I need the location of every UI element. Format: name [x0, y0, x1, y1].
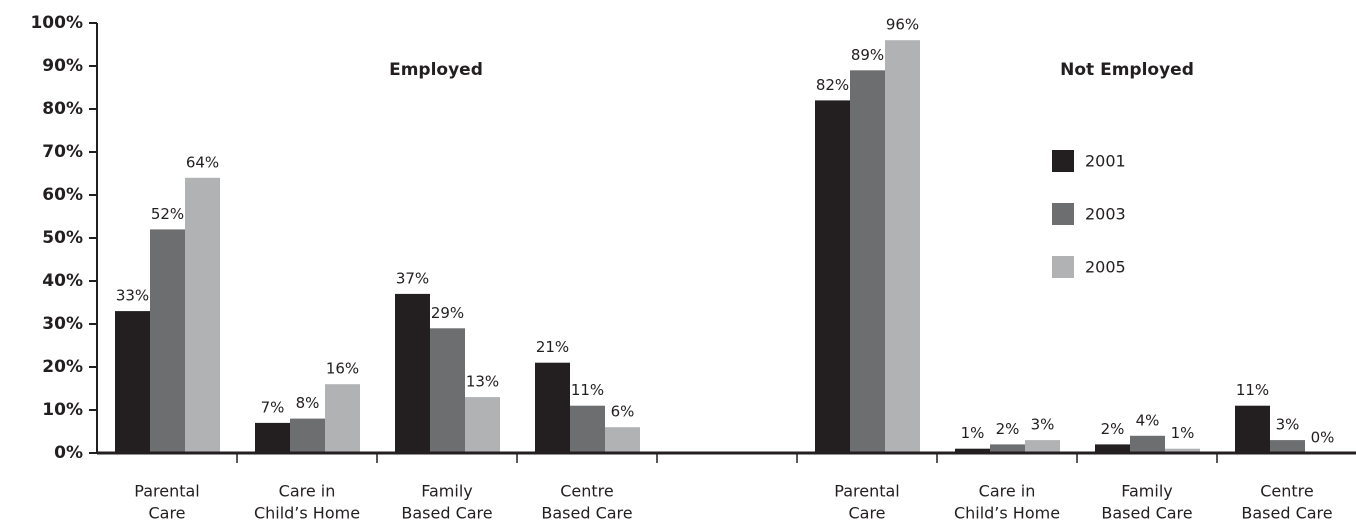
value-label: 7% — [261, 398, 285, 416]
y-tick-label: 40% — [42, 271, 83, 291]
bar — [1130, 435, 1165, 453]
x-tick-label: Based Care — [1101, 504, 1192, 523]
x-tick-label: Child’s Home — [954, 504, 1060, 523]
x-tick-label: Care — [148, 504, 185, 523]
value-label: 11% — [571, 381, 604, 399]
bar — [430, 328, 465, 453]
bar — [325, 384, 360, 453]
legend-swatch — [1052, 203, 1074, 225]
bar — [1235, 405, 1270, 453]
value-label: 3% — [1276, 416, 1300, 434]
value-label: 13% — [466, 373, 499, 391]
value-label: 2% — [1101, 420, 1125, 438]
value-label: 3% — [1031, 416, 1055, 434]
bar — [885, 40, 920, 453]
bar — [115, 311, 150, 453]
legend-label: 2001 — [1085, 152, 1126, 171]
value-label: 0% — [1311, 429, 1335, 447]
legend-label: 2003 — [1085, 205, 1126, 224]
value-label: 2% — [996, 420, 1020, 438]
x-tick-label: Parental — [134, 482, 199, 501]
annotation: Not Employed — [1060, 60, 1194, 80]
value-label: 64% — [186, 153, 219, 171]
y-tick-label: 70% — [42, 142, 83, 162]
value-label: 37% — [396, 269, 429, 287]
y-tick-label: 30% — [42, 314, 83, 334]
bar — [605, 427, 640, 453]
bar — [465, 397, 500, 453]
value-label: 8% — [296, 394, 320, 412]
y-tick-label: 50% — [42, 228, 83, 248]
y-tick-label: 10% — [42, 400, 83, 420]
bar — [1025, 440, 1060, 453]
value-label: 1% — [1171, 424, 1195, 442]
legend-label: 2005 — [1085, 258, 1126, 277]
bar — [815, 100, 850, 454]
x-tick-label: Care in — [279, 482, 336, 501]
x-tick-label: Child’s Home — [254, 504, 360, 523]
x-tick-label: Care — [848, 504, 885, 523]
bar — [150, 229, 185, 453]
bar — [535, 362, 570, 453]
x-tick-label: Based Care — [1241, 504, 1332, 523]
annotation: Employed — [389, 60, 483, 80]
bar — [395, 293, 430, 453]
bar — [850, 70, 885, 454]
y-tick-label: 80% — [42, 99, 83, 119]
y-tick-label: 0% — [54, 443, 83, 463]
bar — [185, 177, 220, 454]
value-label: 21% — [536, 338, 569, 356]
x-tick-label: Centre — [1260, 482, 1314, 501]
value-label: 96% — [886, 16, 919, 34]
value-label: 16% — [326, 360, 359, 378]
value-label: 29% — [431, 304, 464, 322]
value-label: 1% — [961, 424, 985, 442]
x-tick-label: Based Care — [541, 504, 632, 523]
x-tick-label: Family — [421, 482, 472, 501]
x-tick-label: Care in — [979, 482, 1036, 501]
y-tick-label: 20% — [42, 357, 83, 377]
legend-swatch — [1052, 150, 1074, 172]
y-tick-label: 100% — [30, 13, 83, 33]
bar — [955, 448, 990, 453]
value-label: 82% — [816, 76, 849, 94]
bar — [990, 444, 1025, 453]
value-label: 33% — [116, 287, 149, 305]
bar — [570, 405, 605, 453]
x-tick-label: Centre — [560, 482, 614, 501]
x-tick-label: Based Care — [401, 504, 492, 523]
bar — [255, 422, 290, 453]
value-label: 6% — [611, 403, 635, 421]
legend-swatch — [1052, 256, 1074, 278]
bar — [290, 418, 325, 453]
value-label: 11% — [1236, 381, 1269, 399]
bar — [1095, 444, 1130, 453]
bar — [1270, 440, 1305, 453]
value-label: 52% — [151, 205, 184, 223]
x-tick-label: Family — [1121, 482, 1172, 501]
y-tick-label: 60% — [42, 185, 83, 205]
value-label: 4% — [1136, 411, 1160, 429]
x-tick-label: Parental — [834, 482, 899, 501]
y-tick-label: 90% — [42, 56, 83, 76]
bar — [1165, 448, 1200, 453]
value-label: 89% — [851, 46, 884, 64]
